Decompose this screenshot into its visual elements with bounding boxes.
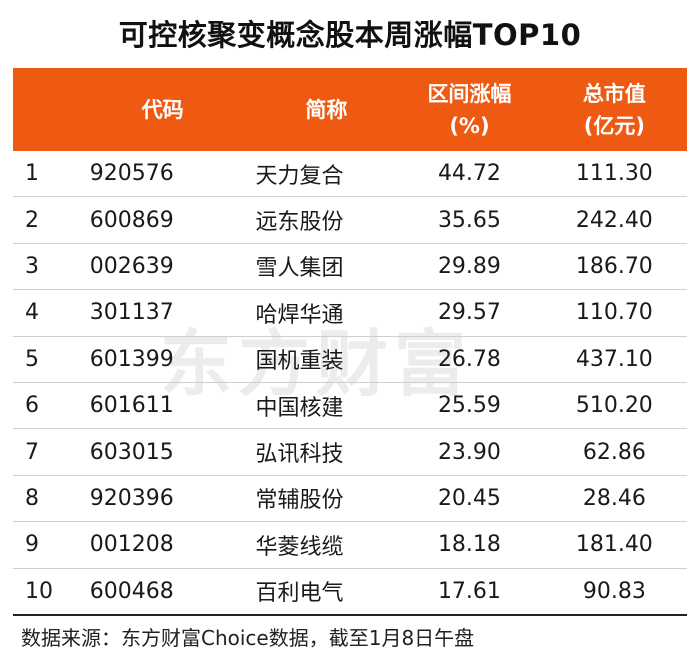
cell-rank: 2 xyxy=(13,196,72,244)
cell-rank: 1 xyxy=(13,151,72,198)
cell-change: 44.72 xyxy=(397,151,542,198)
table-body: 1 920576 天力复合 44.72 111.30 2 600869 远东股份 35.65 24… xyxy=(13,151,687,616)
cell-change: 23.90 xyxy=(397,428,542,476)
cell-code: 601399 xyxy=(71,336,236,383)
cell-code: 920576 xyxy=(71,151,236,198)
cell-rank: 4 xyxy=(13,289,72,337)
cell-name: 哈焊华通 xyxy=(235,289,398,337)
cell-rank: 10 xyxy=(13,568,72,616)
cell-change: 18.18 xyxy=(397,521,542,569)
cell-market-cap: 90.83 xyxy=(541,568,687,616)
table-row: 4 301137 哈焊华通 29.57 110.70 xyxy=(13,289,687,337)
ranking-table: 代码 简称 区间涨幅 (%) 总市值 (亿元) 1 920576 天力复合 44.72… xyxy=(13,68,687,616)
table-row: 8 920396 常辅股份 20.45 28.46 xyxy=(13,475,687,523)
cell-change: 17.61 xyxy=(397,568,542,616)
cell-code: 600869 xyxy=(71,196,236,244)
cell-market-cap: 242.40 xyxy=(541,196,687,244)
table-row: 6 601611 中国核建 25.59 510.20 xyxy=(13,382,687,430)
cell-code: 601611 xyxy=(71,382,236,430)
cell-code: 002639 xyxy=(71,243,236,291)
cell-market-cap: 181.40 xyxy=(541,521,687,569)
table-row: 7 603015 弘讯科技 23.90 62.86 xyxy=(13,428,687,476)
table-row: 5 601399 国机重装 26.78 437.10 xyxy=(13,336,687,383)
cell-code: 603015 xyxy=(71,428,236,476)
header-row: 代码 简称 区间涨幅 (%) 总市值 (亿元) xyxy=(13,68,687,151)
cell-change: 35.65 xyxy=(397,196,542,244)
header-market-cap: 总市值 (亿元) xyxy=(541,68,687,151)
cell-change: 29.57 xyxy=(397,289,542,337)
cell-name: 中国核建 xyxy=(235,382,398,430)
header-market-cap-label: 总市值 xyxy=(582,81,646,106)
cell-name: 百利电气 xyxy=(235,568,398,616)
cell-rank: 5 xyxy=(13,336,72,383)
header-name-label: 简称 xyxy=(305,97,348,122)
cell-name: 华菱线缆 xyxy=(235,521,398,569)
cell-change: 29.89 xyxy=(397,243,542,291)
cell-change: 25.59 xyxy=(397,382,542,430)
cell-name: 远东股份 xyxy=(235,196,398,244)
cell-market-cap: 28.46 xyxy=(541,475,687,523)
table-row: 2 600869 远东股份 35.65 242.40 xyxy=(13,196,687,244)
table-header: 代码 简称 区间涨幅 (%) 总市值 (亿元) xyxy=(13,68,687,151)
cell-code: 920396 xyxy=(71,475,236,523)
cell-name: 常辅股份 xyxy=(235,475,398,523)
cell-market-cap: 110.70 xyxy=(541,289,687,337)
cell-name: 雪人集团 xyxy=(235,243,398,291)
cell-rank: 7 xyxy=(13,428,72,476)
cell-market-cap: 186.70 xyxy=(541,243,687,291)
table-row: 1 920576 天力复合 44.72 111.30 xyxy=(13,151,687,198)
cell-code: 001208 xyxy=(71,521,236,569)
chart-title: 可控核聚变概念股本周涨幅TOP10 xyxy=(118,18,582,52)
data-source-note: 数据来源：东方财富Choice数据，截至1月8日午盘 xyxy=(21,626,475,650)
cell-name: 天力复合 xyxy=(235,151,398,198)
header-change-unit: (%) xyxy=(449,113,490,138)
cell-name: 弘讯科技 xyxy=(235,428,398,476)
table-row: 10 600468 百利电气 17.61 90.83 xyxy=(13,568,687,616)
header-code: 代码 xyxy=(71,68,236,151)
cell-code: 600468 xyxy=(71,568,236,616)
header-change: 区间涨幅 (%) xyxy=(397,68,542,151)
header-name: 简称 xyxy=(235,68,398,151)
table-row: 3 002639 雪人集团 29.89 186.70 xyxy=(13,243,687,291)
cell-market-cap: 111.30 xyxy=(541,151,687,198)
cell-rank: 6 xyxy=(13,382,72,430)
cell-rank: 9 xyxy=(13,521,72,569)
cell-change: 26.78 xyxy=(397,336,542,383)
cell-market-cap: 510.20 xyxy=(541,382,687,430)
table-row: 9 001208 华菱线缆 18.18 181.40 xyxy=(13,521,687,569)
cell-market-cap: 62.86 xyxy=(541,428,687,476)
cell-rank: 8 xyxy=(13,475,72,523)
header-change-label: 区间涨幅 xyxy=(427,81,512,106)
cell-rank: 3 xyxy=(13,243,72,291)
cell-code: 301137 xyxy=(71,289,236,337)
header-index xyxy=(13,68,72,151)
cell-market-cap: 437.10 xyxy=(541,336,687,383)
cell-change: 20.45 xyxy=(397,475,542,523)
header-market-cap-unit: (亿元) xyxy=(583,113,645,138)
header-code-label: 代码 xyxy=(141,97,184,122)
cell-name: 国机重装 xyxy=(235,336,398,383)
